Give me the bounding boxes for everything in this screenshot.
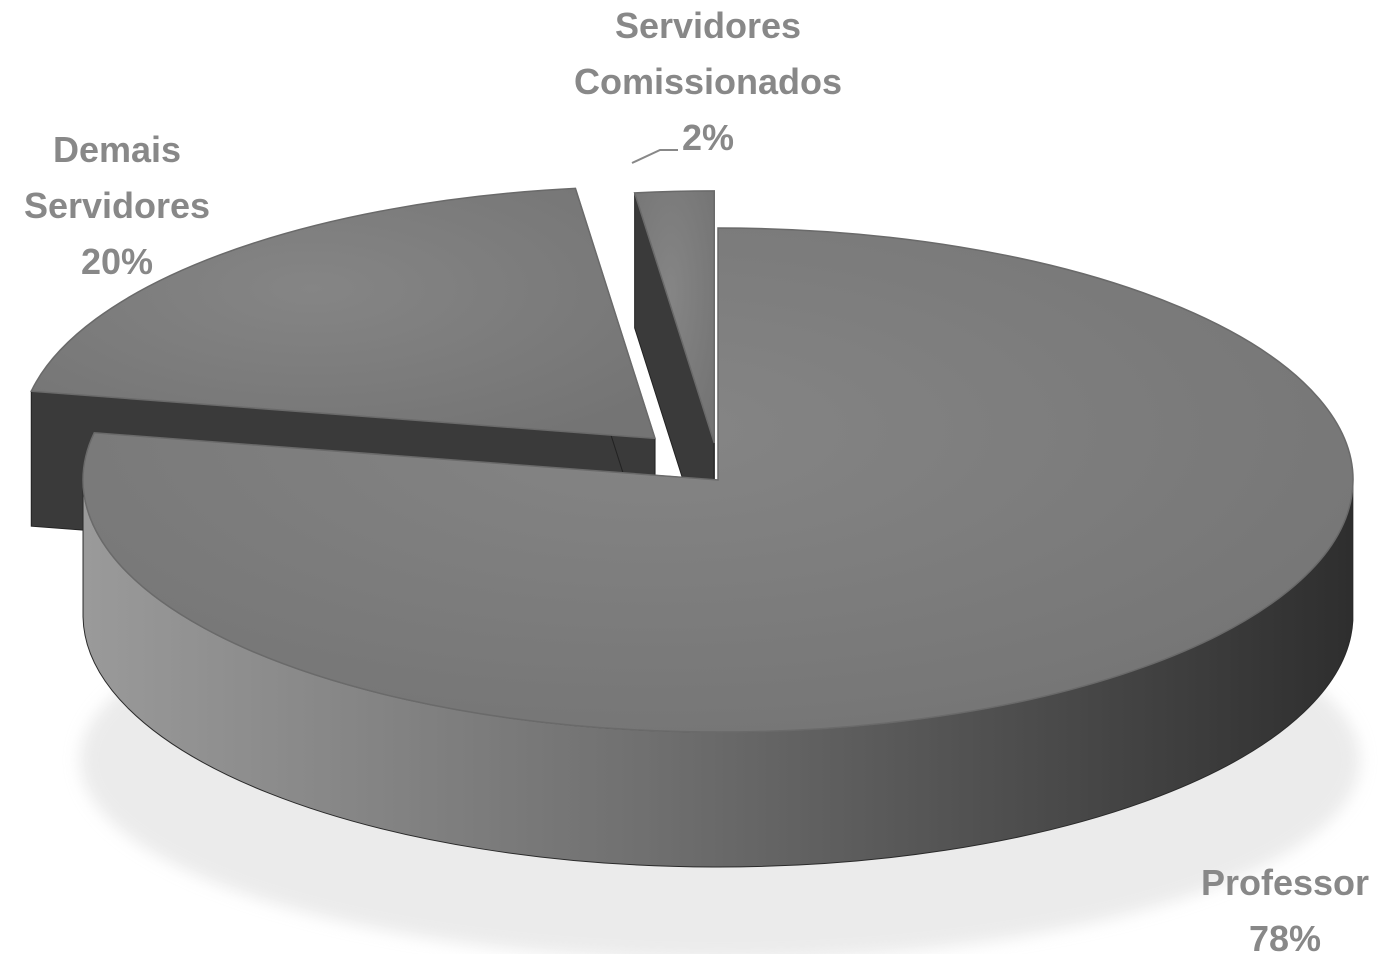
slice-name-label: Servidores [24, 185, 210, 226]
pie-slice-top [633, 190, 715, 444]
slice-name-label: Servidores [615, 5, 801, 46]
leader-line [631, 149, 678, 164]
pie-slice-top [30, 187, 657, 440]
slice-value-label: 2% [682, 117, 734, 158]
pie-slice-0 [82, 227, 1354, 868]
slice-label-2: Servidores Comissionados 2% [574, 5, 842, 158]
slice-value-label: 78% [1249, 918, 1321, 954]
slice-value-label: 20% [81, 241, 153, 282]
slice-name-label: Professor [1201, 862, 1369, 903]
slice-label-1: Demais Servidores 20% [24, 129, 210, 282]
slice-name-label: Comissionados [574, 61, 842, 102]
slice-name-label: Demais [53, 129, 181, 170]
pie-labels: Professor 78% Demais Servidores 20% Servidore… [24, 5, 1369, 954]
pie-slice-top [82, 227, 1354, 733]
pie-slices [30, 187, 1354, 868]
slice-label-0: Professor 78% [1201, 862, 1369, 954]
